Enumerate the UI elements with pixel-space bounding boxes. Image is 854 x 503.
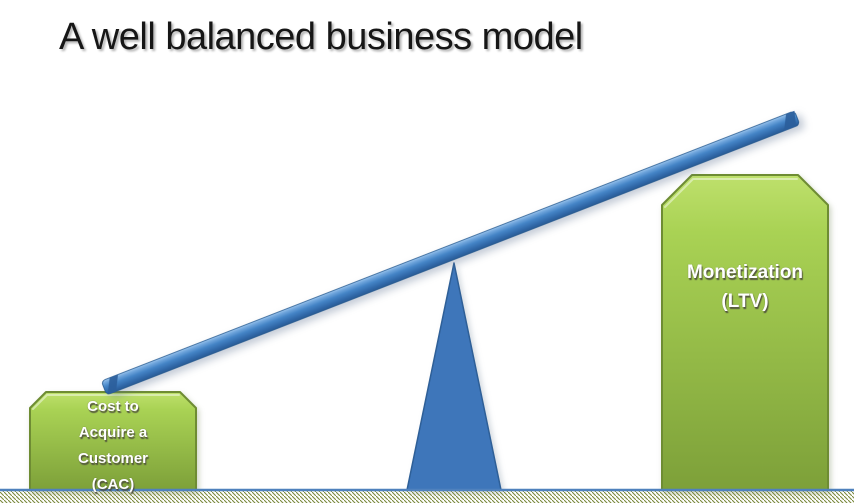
left-weight-label-line: (CAC)	[91, 476, 135, 493]
lever-beam	[102, 110, 800, 395]
fulcrum-triangle	[406, 262, 502, 491]
right-weight-box	[661, 174, 829, 491]
left-weight-label-line: Acquire a	[78, 424, 148, 441]
right-weight-label: Monetization (LTV)	[662, 258, 828, 316]
right-weight-label-line: (LTV)	[721, 291, 769, 312]
left-weight-label-line: Customer	[77, 450, 148, 467]
ground-hatch	[0, 491, 854, 503]
beam-left-cap	[107, 374, 119, 395]
right-weight-label-line: Monetization	[686, 262, 804, 283]
ground	[0, 488, 854, 503]
left-weight-label-line: Cost to	[87, 398, 139, 415]
left-weight-label: Cost to Acquire a Customer (CAC)	[30, 394, 196, 498]
beam-right-cap	[784, 110, 797, 131]
page-title: A well balanced business model	[59, 16, 583, 58]
